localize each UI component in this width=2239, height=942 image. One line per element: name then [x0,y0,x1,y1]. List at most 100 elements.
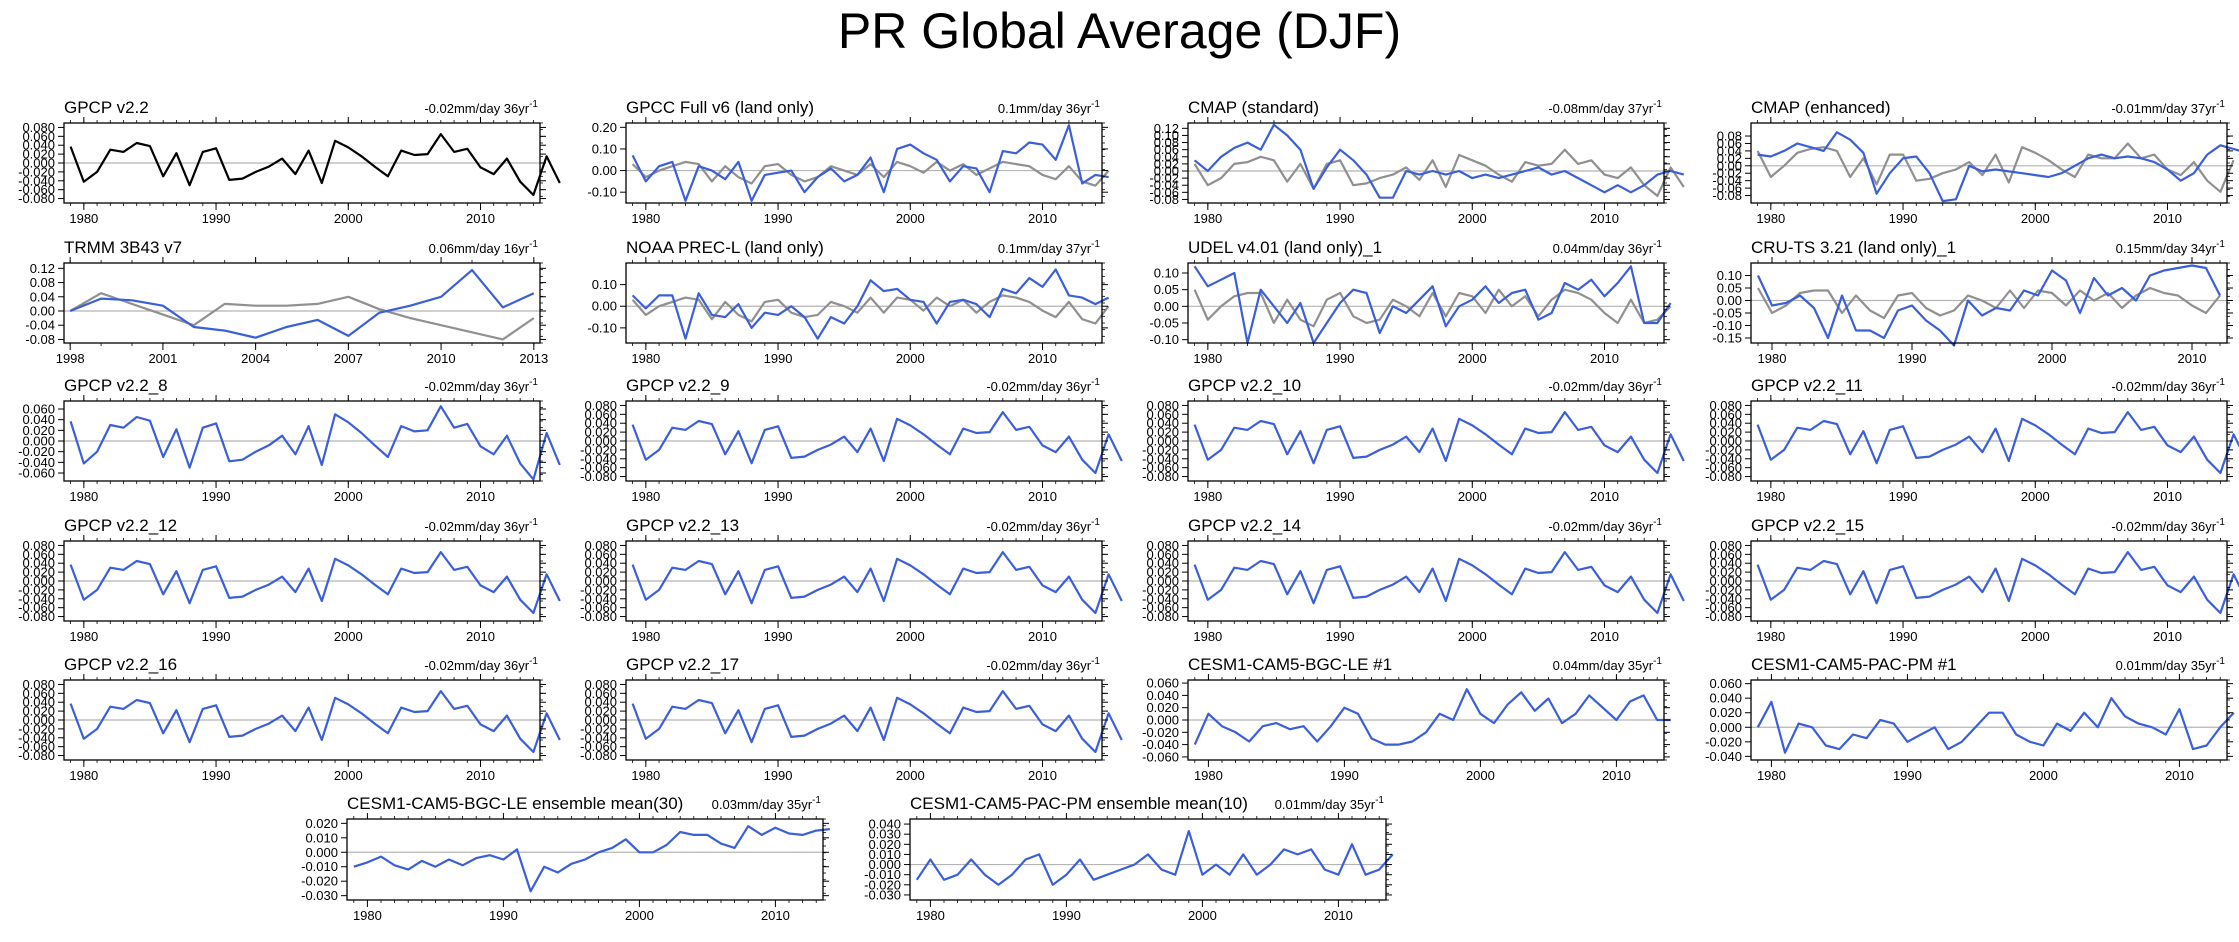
y-tick-label: -0.040 [18,173,55,188]
trend-label: 0.15mm/day 34yr-1 [2116,239,2226,256]
trend-label: 0.04mm/day 36yr-1 [1553,239,1663,256]
y-tick-label: 0.00 [1154,299,1179,314]
y-tick-label: 0.040 [584,556,617,571]
y-tick-label: 0.10 [592,141,617,156]
y-tick-label: 0.030 [868,827,901,842]
chart-panel: 0.100.05 0.00 -0.05-0.10 1980 1990 2000 2010 UD… [1149,238,1672,366]
chart-title: GPCP v2.2 [64,98,149,117]
series-line [1756,697,2235,754]
plot-frame [1750,262,2228,344]
series-line [1756,550,2239,615]
x-tick-label: 1998 [56,351,85,366]
y-tick-label: 0.000 [1709,574,1742,589]
y-tick-label: 0.020 [584,565,617,580]
series-line [631,160,1110,187]
x-tick-label: 2010 [761,908,790,923]
plot-frame [909,818,1387,901]
y-tick-label: 0.02 [1154,156,1179,171]
chart-panel: 0.0800.0600.0400.0200.000-0.020-0.040-0.… [1142,376,1685,504]
chart-title: CESM1-CAM5-BGC-LE #1 [1188,655,1392,674]
x-tick-label: 2000 [2021,211,2050,226]
series-line [69,133,561,197]
y-tick-label: -0.020 [580,721,617,736]
x-tick-label: 1990 [1889,489,1918,504]
y-tick-label: 0.020 [868,837,901,852]
chart-panel: 0.20 0.10 0.00 -0.10 1980 1990 2000 2010 GPCC Fu… [587,98,1110,226]
y-tick-label: 0.000 [868,857,901,872]
x-tick-label: 2010 [1590,629,1619,644]
y-tick-label: -0.04 [1712,173,1742,188]
y-tick-label: 0.060 [1146,407,1179,422]
trend-label: 0.04mm/day 35yr-1 [1553,656,1663,673]
x-tick-label: 2000 [334,489,363,504]
x-tick-label: 1980 [631,211,660,226]
y-tick-label: -0.060 [580,460,617,475]
x-tick-label: 1980 [916,908,945,923]
series-line [631,689,1123,754]
y-tick-label: -0.020 [18,444,55,459]
x-tick-label: 1990 [202,768,231,783]
y-tick-label: -0.020 [18,164,55,179]
x-tick-label: 1980 [631,489,660,504]
x-tick-label: 2010 [2178,351,2207,366]
y-tick-label: 0.080 [584,398,617,413]
trend-label: -0.02mm/day 36yr-1 [986,377,1100,394]
trend-label: -0.02mm/day 36yr-1 [1548,517,1662,534]
series-line [631,268,1110,340]
y-tick-label: 0.020 [1146,425,1179,440]
y-tick-label: 0.060 [22,129,55,144]
y-tick-label: 0.040 [1709,416,1742,431]
x-tick-label: 2010 [1028,351,1057,366]
y-tick-label: 0.000 [584,574,617,589]
y-tick-label: -0.060 [1142,460,1179,475]
y-tick-label: -0.040 [580,591,617,606]
series-line [1193,550,1685,615]
chart-title: GPCP v2.2_17 [626,655,739,674]
chart-title: CMAP (enhanced) [1751,98,1891,117]
y-tick-label: 0.060 [584,686,617,701]
x-tick-label: 2000 [334,768,363,783]
y-tick-label: 0.020 [1146,700,1179,715]
y-tick-label: 0.00 [1154,164,1179,179]
x-tick-label: 1980 [69,768,98,783]
trend-label: -0.02mm/day 36yr-1 [986,656,1100,673]
x-tick-label: 2010 [1324,908,1353,923]
y-tick-label: -0.08 [25,332,55,347]
y-tick-label: -0.060 [18,600,55,615]
series-line [69,405,561,481]
series-line [631,411,1123,475]
y-tick-label: -0.010 [301,859,338,874]
y-tick-label: -0.06 [1712,181,1742,196]
y-tick-label: -0.10 [587,185,617,200]
y-tick-label: 0.10 [1154,128,1179,143]
x-tick-label: 2010 [2153,211,2182,226]
trend-label: -0.01mm/day 37yr-1 [2111,99,2225,116]
y-tick-label: -0.020 [1705,582,1742,597]
y-tick-label: 0.040 [22,556,55,571]
y-tick-label: 0.00 [592,163,617,178]
y-tick-label: -0.040 [18,591,55,606]
x-tick-label: 1980 [69,629,98,644]
y-tick-label: 0.040 [22,412,55,427]
y-tick-label: -0.040 [1142,737,1179,752]
y-tick-label: 0.040 [1709,556,1742,571]
x-tick-label: 2000 [896,211,925,226]
series-line [1193,688,1671,746]
series-line [631,124,1109,202]
x-tick-label: 1980 [631,768,660,783]
y-tick-label: 0.060 [584,407,617,422]
y-tick-label: -0.020 [1142,582,1179,597]
series-line [1757,286,2221,320]
y-tick-label: 0.08 [30,275,55,290]
y-tick-label: -0.040 [1705,591,1742,606]
x-tick-label: 1990 [1326,211,1355,226]
x-tick-label: 2000 [896,489,925,504]
y-tick-label: -0.020 [580,582,617,597]
y-tick-label: -0.060 [18,182,55,197]
x-tick-label: 1990 [1330,768,1359,783]
x-tick-label: 2010 [1028,489,1057,504]
trend-label: 0.03mm/day 35yr-1 [712,795,822,812]
series-line [69,292,535,341]
y-tick-label: 0.020 [22,565,55,580]
chart-title: TRMM 3B43 v7 [64,238,182,257]
